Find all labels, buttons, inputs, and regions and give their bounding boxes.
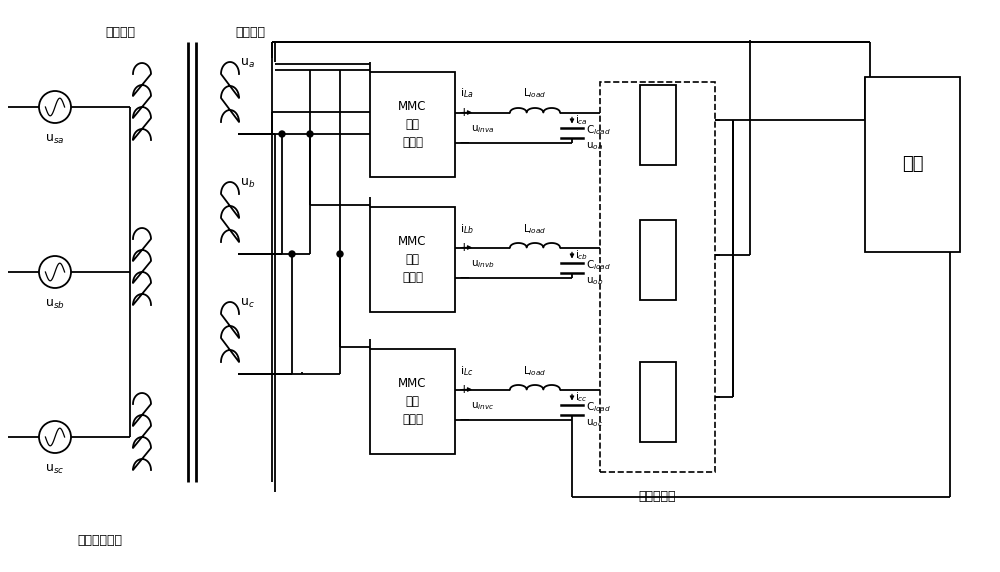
Bar xyxy=(640,362,676,442)
Circle shape xyxy=(279,131,285,137)
Text: u$_{invc}$: u$_{invc}$ xyxy=(471,400,494,412)
Text: u$_{ob}$: u$_{ob}$ xyxy=(586,276,603,287)
Text: u$_{sb}$: u$_{sb}$ xyxy=(45,298,65,311)
Text: −: − xyxy=(459,136,471,149)
Bar xyxy=(640,85,676,165)
Text: u$_{sc}$: u$_{sc}$ xyxy=(45,463,65,476)
Text: MMC
矩阵
变换器: MMC 矩阵 变换器 xyxy=(398,377,427,426)
Bar xyxy=(370,207,455,312)
Text: u$_b$: u$_b$ xyxy=(240,177,255,190)
Text: 初级绕组: 初级绕组 xyxy=(105,26,135,38)
Text: u$_{invb}$: u$_{invb}$ xyxy=(471,259,495,271)
Text: u$_{oa}$: u$_{oa}$ xyxy=(586,141,603,152)
Bar xyxy=(600,82,715,472)
Text: −: − xyxy=(459,271,471,284)
Text: u$_{inva}$: u$_{inva}$ xyxy=(471,124,495,136)
Text: 负载: 负载 xyxy=(902,156,923,173)
Text: u$_c$: u$_c$ xyxy=(240,297,255,310)
Text: u$_{oc}$: u$_{oc}$ xyxy=(586,418,603,430)
Text: L$_{load}$: L$_{load}$ xyxy=(523,364,547,378)
Text: 多绕组变压器: 多绕组变压器 xyxy=(78,534,122,546)
Bar xyxy=(865,77,960,252)
Text: MMC
矩阵
变换器: MMC 矩阵 变换器 xyxy=(398,100,427,149)
Text: +: + xyxy=(459,106,470,119)
Bar xyxy=(640,220,676,300)
Text: C$_{load}$: C$_{load}$ xyxy=(586,259,611,272)
Text: C$_{load}$: C$_{load}$ xyxy=(586,124,611,137)
Text: i$_{cc}$: i$_{cc}$ xyxy=(575,391,588,404)
Text: i$_{cb}$: i$_{cb}$ xyxy=(575,249,588,263)
Text: 次级绕组: 次级绕组 xyxy=(235,26,265,38)
Text: i$_{Lb}$: i$_{Lb}$ xyxy=(460,222,474,236)
Text: L$_{load}$: L$_{load}$ xyxy=(523,222,547,236)
Text: i$_{Lc}$: i$_{Lc}$ xyxy=(460,364,474,378)
Text: +: + xyxy=(459,241,470,254)
Text: i$_{ca}$: i$_{ca}$ xyxy=(575,114,588,128)
Text: −: − xyxy=(459,412,471,427)
Text: C$_{load}$: C$_{load}$ xyxy=(586,400,611,414)
Text: L$_{load}$: L$_{load}$ xyxy=(523,87,547,101)
Text: 隔离变压器: 隔离变压器 xyxy=(639,490,676,503)
Text: u$_{sa}$: u$_{sa}$ xyxy=(45,133,65,146)
Text: u$_a$: u$_a$ xyxy=(240,57,255,70)
Text: MMC
矩阵
变换器: MMC 矩阵 变换器 xyxy=(398,235,427,284)
Circle shape xyxy=(337,251,343,257)
Circle shape xyxy=(307,131,313,137)
Text: +: + xyxy=(459,383,470,396)
Circle shape xyxy=(289,251,295,257)
Bar xyxy=(370,349,455,454)
Bar xyxy=(370,72,455,177)
Text: i$_{La}$: i$_{La}$ xyxy=(460,87,474,101)
